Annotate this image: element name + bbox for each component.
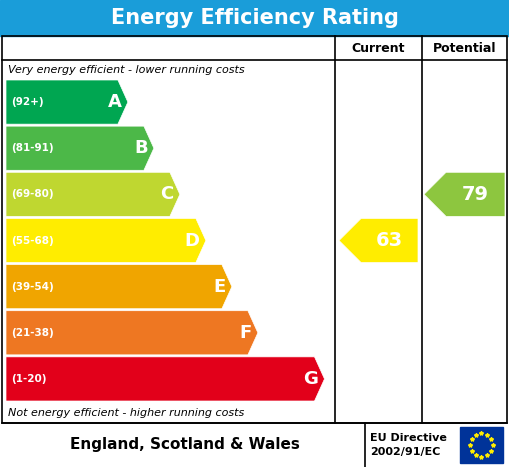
- Text: Very energy efficient - lower running costs: Very energy efficient - lower running co…: [8, 65, 245, 75]
- Text: EU Directive
2002/91/EC: EU Directive 2002/91/EC: [370, 433, 447, 457]
- Text: (92+): (92+): [11, 97, 44, 107]
- Text: 79: 79: [462, 185, 489, 204]
- Text: Not energy efficient - higher running costs: Not energy efficient - higher running co…: [8, 408, 244, 418]
- Text: England, Scotland & Wales: England, Scotland & Wales: [70, 438, 299, 453]
- Text: B: B: [134, 139, 148, 157]
- Polygon shape: [6, 172, 180, 216]
- Text: D: D: [185, 232, 200, 249]
- Polygon shape: [6, 219, 206, 262]
- Polygon shape: [339, 219, 418, 262]
- Text: (81-91): (81-91): [11, 143, 53, 153]
- Text: (1-20): (1-20): [11, 374, 46, 384]
- Polygon shape: [6, 357, 325, 401]
- Text: (39-54): (39-54): [11, 282, 54, 292]
- Bar: [460, 427, 503, 463]
- Bar: [2, 36, 507, 423]
- Text: (55-68): (55-68): [11, 235, 54, 246]
- Text: Current: Current: [352, 42, 405, 55]
- Polygon shape: [6, 311, 258, 355]
- Polygon shape: [6, 80, 128, 124]
- Polygon shape: [6, 126, 154, 170]
- Text: (21-38): (21-38): [11, 328, 54, 338]
- Text: C: C: [161, 185, 174, 203]
- Text: 63: 63: [376, 231, 403, 250]
- Text: E: E: [214, 278, 226, 296]
- Text: (69-80): (69-80): [11, 189, 53, 199]
- Polygon shape: [6, 265, 232, 309]
- Polygon shape: [424, 172, 505, 216]
- Text: A: A: [108, 93, 122, 111]
- Text: F: F: [240, 324, 252, 342]
- Text: Energy Efficiency Rating: Energy Efficiency Rating: [110, 8, 399, 28]
- Bar: [0, 0, 509, 36]
- Text: Potential: Potential: [433, 42, 496, 55]
- Bar: [2, 423, 507, 467]
- Text: G: G: [304, 370, 319, 388]
